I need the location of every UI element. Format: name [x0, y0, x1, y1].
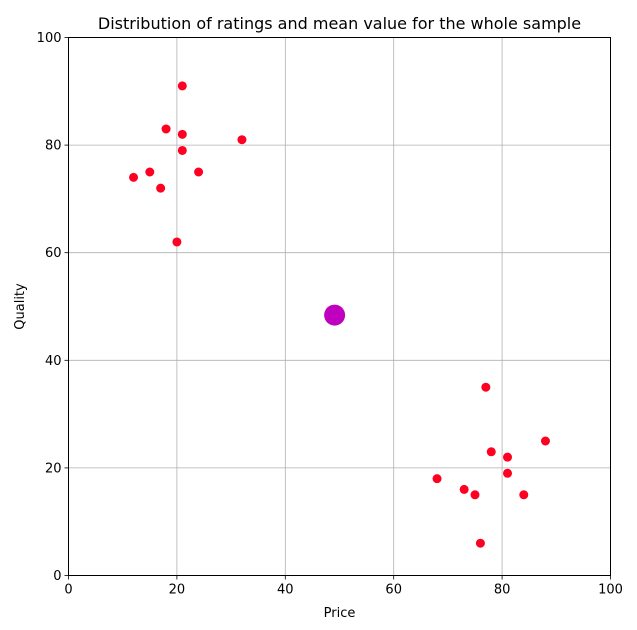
y-tick-label: 40: [45, 354, 62, 369]
x-tick-label: 80: [494, 583, 511, 598]
x-tick-label: 0: [64, 583, 72, 598]
y-tick-label: 20: [45, 461, 62, 476]
rating-point: [432, 474, 442, 484]
y-tick-label: 60: [45, 246, 62, 261]
x-tick-label: 100: [598, 583, 623, 598]
rating-point: [503, 468, 513, 478]
chart-title: Distribution of ratings and mean value f…: [98, 14, 581, 33]
axis-ticks: 0 20 40 60 80 100 0 20 40 60 80 100: [37, 31, 623, 598]
plot-area-frame: [68, 37, 611, 576]
rating-point: [145, 167, 155, 177]
rating-point: [194, 167, 204, 177]
rating-point: [459, 484, 469, 494]
rating-point: [156, 183, 166, 193]
rating-point: [129, 172, 139, 182]
rating-point: [177, 129, 187, 139]
y-axis-label: Quality: [13, 283, 28, 330]
y-tick-label: 0: [53, 569, 61, 584]
x-tick-label: 60: [385, 583, 402, 598]
rating-point: [475, 538, 485, 548]
rating-point: [161, 124, 171, 134]
data-points: [129, 81, 550, 548]
rating-point: [177, 81, 187, 91]
x-tick-label: 40: [277, 583, 294, 598]
y-tick-label: 80: [45, 139, 62, 154]
rating-point: [481, 382, 491, 392]
rating-point: [470, 490, 480, 500]
mean-point: [324, 304, 346, 326]
y-tick-label: 100: [37, 31, 62, 46]
rating-point: [177, 145, 187, 155]
x-axis-label: Price: [324, 606, 356, 621]
rating-point: [503, 452, 513, 462]
rating-point: [540, 436, 550, 446]
x-tick-label: 20: [169, 583, 186, 598]
rating-point: [237, 135, 247, 145]
rating-point: [172, 237, 182, 247]
rating-point: [486, 447, 496, 457]
rating-point: [519, 490, 529, 500]
